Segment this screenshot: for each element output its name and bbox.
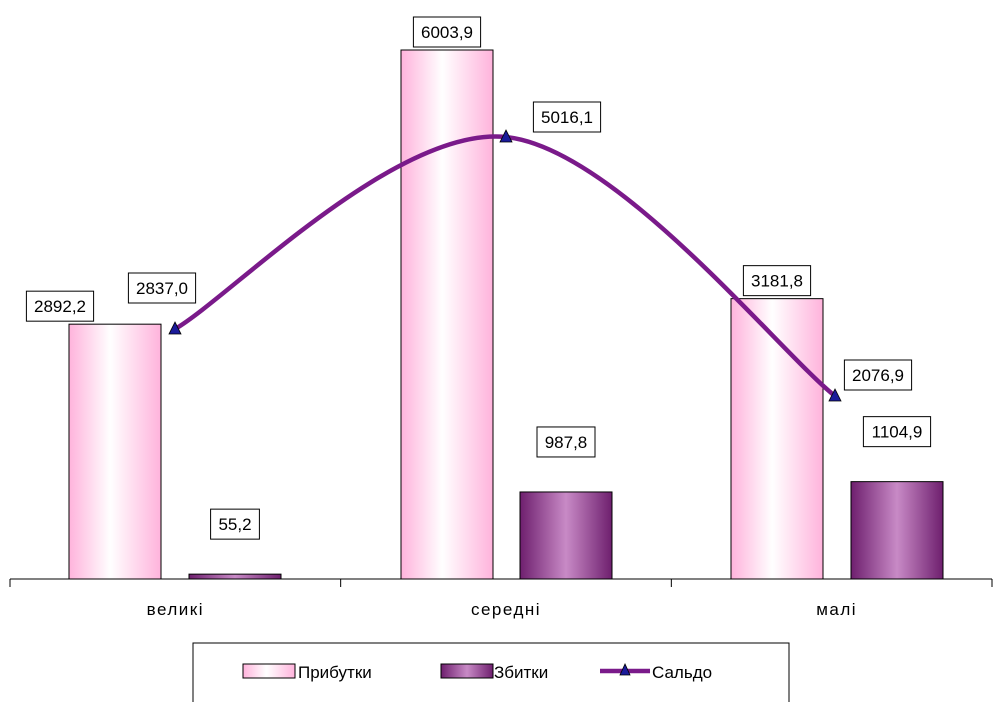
label-profit-0-text: 2892,2 <box>34 297 86 316</box>
legend-label-profit: Прибутки <box>298 663 372 682</box>
bar-profit-2 <box>730 298 824 580</box>
label-loss-0-box <box>210 508 260 540</box>
bar-profit-0 <box>68 323 162 580</box>
label-profit-2-box <box>742 265 812 297</box>
label-loss-1: 987,8 <box>536 426 596 458</box>
label-profit-0-box <box>25 290 95 322</box>
label-loss-0: 55,2 <box>210 508 260 540</box>
label-balance-0-box <box>127 272 197 304</box>
label-profit-2: 3181,8 <box>742 265 812 297</box>
label-profit-1-box <box>412 16 482 48</box>
label-balance-1: 5016,1 <box>532 101 602 133</box>
x-tick-label-2: малі <box>816 600 857 619</box>
legend: Прибутки Збитки Сальдо <box>192 642 790 706</box>
label-loss-2-text: 1104,9 <box>872 423 923 442</box>
label-profit-1: 6003,9 <box>412 16 482 48</box>
label-loss-2-box <box>862 416 932 448</box>
label-balance-2-text: 2076,9 <box>852 366 904 385</box>
label-loss-0-text: 55,2 <box>218 515 251 534</box>
balance-marker-0 <box>168 321 182 335</box>
label-balance-2-box <box>843 359 913 391</box>
label-loss-1-text: 987,8 <box>545 433 588 452</box>
label-loss-2: 1104,9 <box>862 416 932 448</box>
legend-swatch-profit <box>242 663 296 679</box>
bars-layer <box>68 49 944 580</box>
x-axis: великі середні малі <box>9 578 993 619</box>
label-balance-0-text: 2837,0 <box>136 279 188 298</box>
label-loss-1-box <box>536 426 596 458</box>
x-tick-label-0: великі <box>147 600 204 619</box>
legend-label-balance: Сальдо <box>652 663 712 682</box>
label-balance-1-text: 5016,1 <box>541 108 593 127</box>
bar-loss-0 <box>188 573 282 580</box>
label-balance-2: 2076,9 <box>843 359 913 391</box>
legend-swatch-loss <box>440 663 494 679</box>
balance-line-layer <box>168 129 842 402</box>
bar-loss-1 <box>519 491 613 580</box>
label-profit-2-text: 3181,8 <box>751 272 803 291</box>
legend-marker-balance <box>619 663 631 676</box>
legend-label-loss: Збитки <box>494 663 548 682</box>
x-tick-label-1: середні <box>471 600 541 619</box>
bar-loss-2 <box>850 481 944 580</box>
label-balance-1-box <box>532 101 602 133</box>
data-labels-layer: 2892,2 6003,9 3181,8 55,2 987,8 1104,9 2837,0 5… <box>25 16 932 540</box>
label-profit-1-text: 6003,9 <box>421 23 473 42</box>
label-balance-0: 2837,0 <box>127 272 197 304</box>
label-profit-0: 2892,2 <box>25 290 95 322</box>
balance-marker-2 <box>828 388 842 402</box>
balance-marker-1 <box>499 129 513 143</box>
bar-profit-1 <box>400 49 494 580</box>
